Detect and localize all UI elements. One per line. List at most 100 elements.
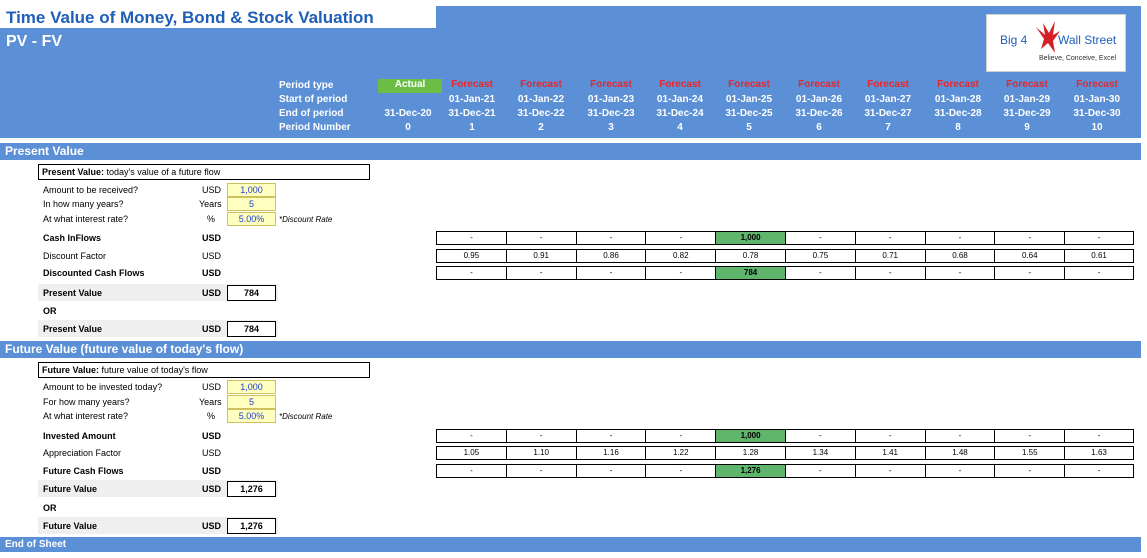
fv-df-cell-7[interactable]: 1.41 <box>854 446 925 460</box>
pv-cf-cell-1[interactable]: - <box>436 231 506 245</box>
fv-cf-cell-3[interactable]: - <box>575 429 646 443</box>
company-logo: Big 4 Wall Street Believe, Conceive, Exc… <box>986 14 1126 72</box>
pv-rate-input[interactable]: 5.00% <box>227 212 276 226</box>
fv-dcf-cell-7[interactable]: - <box>854 464 925 478</box>
period-start-5: 01-Jan-25 <box>725 94 773 105</box>
fv-dcf-cell-9[interactable]: - <box>994 464 1065 478</box>
fv-cf-cell-4[interactable]: - <box>645 429 716 443</box>
period-type-2: Forecast <box>520 79 562 90</box>
fv-dcf-cell-8[interactable]: - <box>924 464 995 478</box>
pv-dcf-cell-4[interactable]: - <box>645 266 716 280</box>
fv-years-label: For how many years? <box>43 397 130 407</box>
fv-result-band <box>38 480 278 497</box>
fv-df-cell-2[interactable]: 1.10 <box>505 446 576 460</box>
fv-info-text: future value of today's flow <box>99 365 208 375</box>
pv-dcf-cell-9[interactable]: - <box>994 266 1065 280</box>
fv-dcf-cell-10[interactable]: - <box>1064 464 1134 478</box>
pv-df-cell-7[interactable]: 0.71 <box>854 249 925 263</box>
period-start-1: 01-Jan-21 <box>448 94 496 105</box>
period-end-4: 31-Dec-24 <box>656 108 704 119</box>
period-number-0: 0 <box>405 122 411 133</box>
pv-df-cell-1[interactable]: 0.95 <box>436 249 506 263</box>
fv-result-unit: USD <box>202 484 222 494</box>
pv-cashflow-row: - - - -1,000- - - - - <box>436 231 1134 245</box>
pv-df-cell-10[interactable]: 0.61 <box>1064 249 1134 263</box>
pv-df-cell-9[interactable]: 0.64 <box>994 249 1065 263</box>
pv-dcf-cell-6[interactable]: - <box>784 266 855 280</box>
logo-tagline: Believe, Conceive, Excel <box>1039 55 1117 62</box>
fv-factor-row: 1.05 1.10 1.16 1.22 1.28 1.34 1.41 1.48 1.55 1.63 <box>436 446 1134 460</box>
pv-cf-cell-5[interactable]: 1,000 <box>715 231 785 245</box>
period-type-1: Forecast <box>451 79 493 90</box>
fv-amount-input[interactable]: 1,000 <box>227 380 276 394</box>
fv-dcf-cell-6[interactable]: - <box>784 464 855 478</box>
pv-cf-cell-6[interactable]: - <box>784 231 855 245</box>
fv-df-cell-9[interactable]: 1.55 <box>994 446 1065 460</box>
period-end-8: 31-Dec-28 <box>934 108 982 119</box>
fv-df-cell-10[interactable]: 1.63 <box>1064 446 1134 460</box>
pv-cf-cell-8[interactable]: - <box>924 231 995 245</box>
fv-df-cell-1[interactable]: 1.05 <box>436 446 506 460</box>
section-future-value: Future Value (future value of today's fl… <box>0 341 1141 358</box>
fv-years-input[interactable]: 5 <box>227 395 276 409</box>
pv-years-input[interactable]: 5 <box>227 197 276 211</box>
pv-dcf-cell-2[interactable]: - <box>505 266 576 280</box>
pv-dcf-cell-1[interactable]: - <box>436 266 506 280</box>
fv-df-cell-3[interactable]: 1.16 <box>575 446 646 460</box>
logo-text-left: Big 4 <box>1000 33 1028 47</box>
fv-cf-cell-6[interactable]: - <box>784 429 855 443</box>
period-number-8: 8 <box>955 122 961 133</box>
pv-dcf-cell-10[interactable]: - <box>1064 266 1134 280</box>
pv-amount-input[interactable]: 1,000 <box>227 183 276 197</box>
fv-df-cell-8[interactable]: 1.48 <box>924 446 995 460</box>
period-end-0: 31-Dec-20 <box>384 108 432 119</box>
pv-years-unit: Years <box>199 199 222 209</box>
pv-cf-cell-10[interactable]: - <box>1064 231 1134 245</box>
fv-rate-input[interactable]: 5.00% <box>227 409 276 423</box>
fv-dcf-cell-3[interactable]: - <box>575 464 646 478</box>
fv-cf-cell-10[interactable]: - <box>1064 429 1134 443</box>
pv-result-band <box>38 284 278 301</box>
period-type-4: Forecast <box>659 79 701 90</box>
pv-df-cell-8[interactable]: 0.68 <box>924 249 995 263</box>
pv-cf-cell-2[interactable]: - <box>505 231 576 245</box>
pv-cf-cell-9[interactable]: - <box>994 231 1065 245</box>
fv-cf-cell-8[interactable]: - <box>924 429 995 443</box>
fv-df-cell-5[interactable]: 1.28 <box>715 446 785 460</box>
fv-df-cell-4[interactable]: 1.22 <box>645 446 716 460</box>
pv-rate-label: At what interest rate? <box>43 214 129 224</box>
pv-dcf-cell-3[interactable]: - <box>575 266 646 280</box>
pv-dcf-cell-7[interactable]: - <box>854 266 925 280</box>
period-type-8: Forecast <box>937 79 979 90</box>
fv-amount-label: Amount to be invested today? <box>43 382 163 392</box>
pv-df-cell-2[interactable]: 0.91 <box>505 249 576 263</box>
pv-cf-cell-4[interactable]: - <box>645 231 716 245</box>
fv-dcf-cell-5[interactable]: 1,276 <box>715 464 785 478</box>
pv-rate-note: *Discount Rate <box>279 215 333 224</box>
pv-df-cell-3[interactable]: 0.86 <box>575 249 646 263</box>
period-start-9: 01-Jan-29 <box>1003 94 1051 105</box>
pv-cf-cell-3[interactable]: - <box>575 231 646 245</box>
pv-factor-row: 0.95 0.91 0.86 0.82 0.78 0.75 0.71 0.68 0.64 0.61 <box>436 249 1134 263</box>
fv-df-cell-6[interactable]: 1.34 <box>784 446 855 460</box>
pv-df-cell-4[interactable]: 0.82 <box>645 249 716 263</box>
fv-dcf-cell-2[interactable]: - <box>505 464 576 478</box>
pv-dcf-cell-8[interactable]: - <box>924 266 995 280</box>
period-end-7: 31-Dec-27 <box>864 108 912 119</box>
fv-cf-cell-5[interactable]: 1,000 <box>715 429 785 443</box>
fv-dcf-cell-1[interactable]: - <box>436 464 506 478</box>
pv-df-cell-5[interactable]: 0.78 <box>715 249 785 263</box>
fv-dcf-cell-4[interactable]: - <box>645 464 716 478</box>
pv-df-cell-6[interactable]: 0.75 <box>784 249 855 263</box>
pv-result-value: 784 <box>227 285 276 301</box>
pv-dcf-cell-5[interactable]: 784 <box>715 266 785 280</box>
period-number-10: 10 <box>1091 122 1103 133</box>
fv-cf-cell-2[interactable]: - <box>505 429 576 443</box>
fv-invested-label: Invested Amount <box>43 431 116 441</box>
period-number-4: 4 <box>677 122 683 133</box>
fv-cf-cell-9[interactable]: - <box>994 429 1065 443</box>
fv-cf-cell-1[interactable]: - <box>436 429 506 443</box>
fv-cf-cell-7[interactable]: - <box>854 429 925 443</box>
pv-cf-cell-7[interactable]: - <box>854 231 925 245</box>
logo-text-right: Wall Street <box>1058 33 1117 47</box>
